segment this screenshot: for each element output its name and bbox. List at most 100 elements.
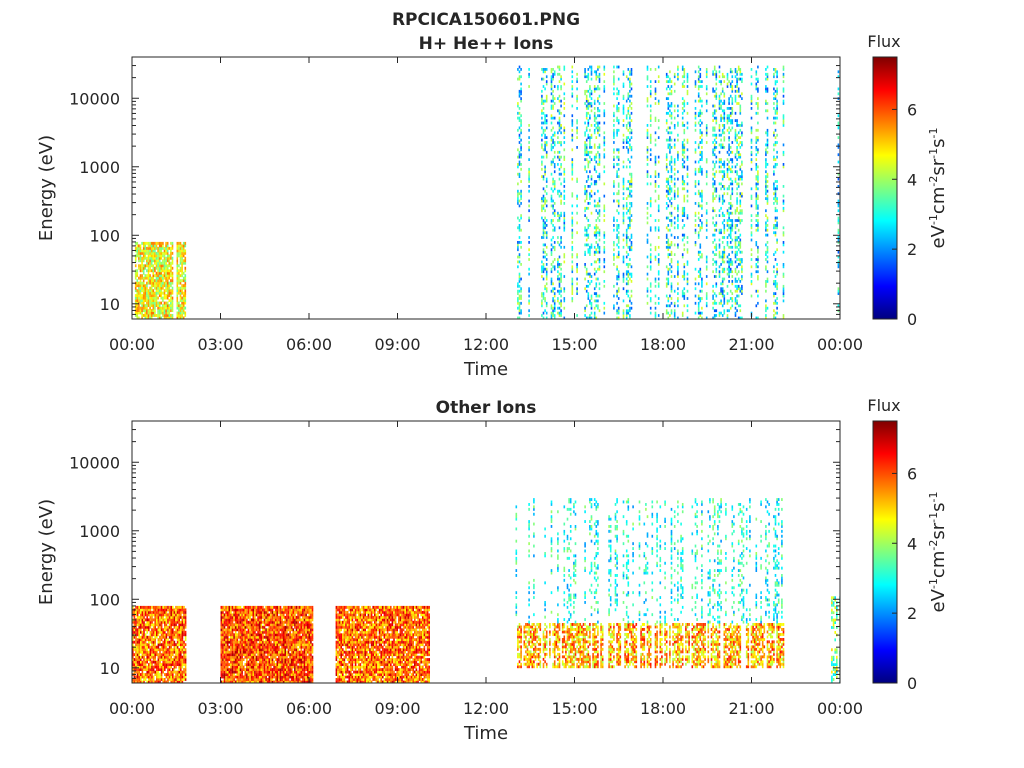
flux-cell	[701, 289, 703, 293]
flux-cell	[705, 265, 708, 269]
flux-cell	[712, 294, 714, 298]
flux-cell	[164, 625, 166, 629]
flux-cell	[728, 258, 730, 261]
flux-cell	[175, 633, 177, 637]
flux-cell	[728, 177, 730, 181]
flux-cell	[146, 648, 148, 652]
flux-cell	[136, 630, 139, 634]
flux-cell	[734, 153, 737, 157]
flux-cell	[558, 121, 561, 125]
flux-cell	[701, 221, 703, 225]
flux-cell	[593, 99, 596, 103]
flux-cell	[552, 116, 554, 120]
flux-cell	[613, 163, 615, 166]
flux-cell	[133, 623, 136, 627]
flux-cell	[178, 311, 180, 315]
flux-cell	[667, 277, 670, 281]
flux-cell	[136, 663, 139, 666]
flux-cell	[571, 292, 574, 295]
flux-cell	[181, 261, 183, 265]
flux-cell	[657, 206, 660, 210]
flux-cell	[164, 645, 166, 649]
flux-cell	[138, 620, 140, 624]
flux-cell	[729, 107, 732, 110]
flux-cell	[557, 260, 559, 264]
flux-cell	[158, 309, 161, 312]
flux-cell	[616, 192, 618, 196]
flux-cell	[697, 114, 700, 118]
flux-cell	[766, 116, 769, 120]
flux-cell	[613, 75, 615, 79]
flux-cell	[576, 221, 578, 225]
flux-cell	[757, 170, 759, 174]
flux-cell	[171, 271, 174, 275]
flux-cell	[629, 189, 631, 193]
flux-cell	[557, 141, 559, 144]
flux-cell	[782, 150, 785, 154]
flux-cell	[557, 275, 559, 278]
flux-cell	[720, 231, 722, 235]
flux-cell	[715, 221, 718, 225]
flux-cell	[518, 92, 521, 96]
flux-cell	[726, 316, 729, 319]
flux-cell	[723, 94, 726, 98]
flux-cell	[146, 630, 148, 634]
flux-cell	[141, 610, 144, 614]
flux-cell	[148, 645, 150, 649]
flux-cell	[737, 241, 740, 244]
flux-cell	[157, 266, 159, 270]
flux-cell	[172, 673, 174, 676]
flux-cell	[542, 277, 545, 281]
flux-cell	[558, 289, 561, 293]
flux-cell	[683, 197, 686, 200]
flux-cell	[165, 251, 167, 255]
flux-cell	[766, 131, 769, 135]
flux-cell	[589, 185, 591, 188]
flux-cell	[139, 296, 142, 300]
flux-cell	[138, 630, 140, 634]
flux-cell	[550, 314, 553, 317]
flux-cell	[757, 87, 759, 91]
flux-cell	[715, 109, 718, 113]
flux-cell	[134, 311, 137, 315]
flux-cell	[726, 211, 729, 215]
flux-cell	[721, 221, 724, 225]
flux-cell	[560, 77, 562, 81]
flux-cell	[544, 146, 546, 149]
flux-cell	[163, 284, 166, 288]
flux-cell	[553, 226, 556, 230]
flux-cell	[151, 655, 153, 659]
flux-cell	[550, 311, 553, 315]
flux-cell	[737, 216, 740, 220]
flux-cell	[178, 276, 180, 280]
flux-cell	[557, 150, 559, 154]
flux-cell	[152, 309, 155, 312]
flux-cell	[625, 187, 628, 191]
flux-cell	[160, 271, 163, 275]
flux-cell	[646, 272, 649, 276]
flux-cell	[553, 299, 556, 303]
flux-cell	[571, 231, 574, 235]
flux-cell	[517, 68, 519, 71]
flux-cell	[712, 284, 714, 288]
flux-cell	[667, 316, 670, 319]
flux-cell	[160, 289, 163, 293]
flux-cell	[627, 121, 630, 125]
flux-cell	[176, 244, 179, 248]
flux-cell	[654, 92, 657, 96]
flux-cell	[518, 219, 521, 222]
flux-cell	[737, 153, 740, 157]
flux-cell	[171, 296, 174, 300]
flux-cell	[755, 87, 758, 91]
flux-cell	[654, 280, 657, 283]
flux-cell	[590, 68, 593, 71]
flux-cell	[141, 615, 144, 619]
flux-cell	[731, 282, 734, 286]
flux-cell	[721, 197, 724, 200]
flux-cell	[170, 643, 172, 647]
flux-cell	[184, 251, 187, 255]
flux-cell	[545, 114, 548, 118]
flux-cell	[163, 259, 166, 263]
flux-cell	[598, 238, 601, 242]
flux-cell	[701, 85, 703, 88]
